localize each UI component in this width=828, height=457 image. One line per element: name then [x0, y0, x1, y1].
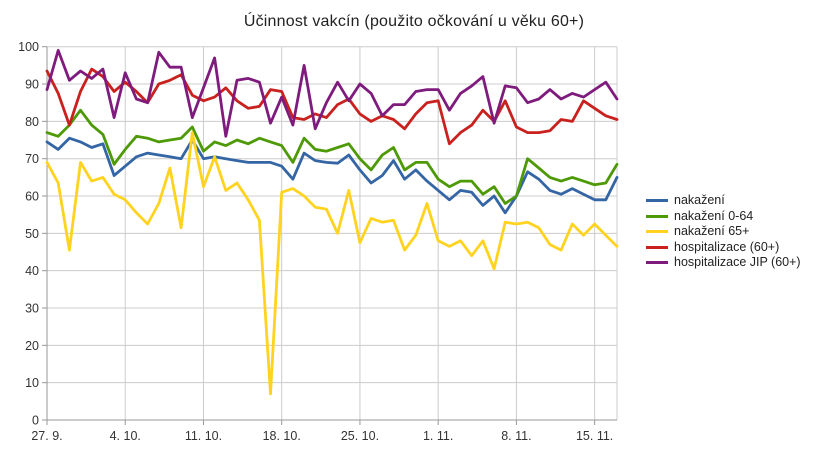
legend-swatch: [646, 245, 668, 249]
legend-label: hospitalizace JIP (60+): [674, 255, 801, 269]
legend-label: nakažení 65+: [674, 224, 750, 238]
series-line: [45, 108, 619, 205]
y-tick-label: 30: [25, 302, 39, 316]
legend-label: nakažení: [674, 193, 725, 207]
x-tick-label: 1. 11.: [423, 429, 453, 443]
y-tick-label: 80: [25, 115, 39, 129]
legend-swatch: [646, 230, 668, 234]
legend-label: hospitalizace (60+): [674, 239, 780, 254]
y-tick-label: 70: [25, 152, 39, 166]
legend-item: hospitalizace JIP (60+): [646, 255, 801, 271]
y-tick-label: 50: [25, 227, 39, 241]
x-tick-label: 11. 10.: [185, 429, 222, 443]
y-tick-label: 90: [25, 78, 39, 92]
legend-swatch: [646, 199, 668, 203]
x-tick-label: 8. 11.: [501, 429, 531, 443]
x-tick-label: 4. 10.: [110, 429, 141, 443]
y-tick-label: 10: [25, 376, 39, 390]
y-tick-label: 100: [18, 40, 39, 54]
y-tick-label: 60: [25, 190, 39, 204]
legend-item: nakažení 65+: [646, 224, 801, 240]
legend-item: nakažení 0-64: [646, 209, 801, 225]
legend-swatch: [646, 214, 668, 218]
x-tick-label: 18. 10.: [263, 429, 301, 443]
legend-label: nakažení 0-64: [674, 208, 754, 223]
series-line: [45, 49, 619, 138]
series-line: [45, 136, 619, 215]
series-line: [45, 67, 619, 146]
legend-swatch: [646, 261, 668, 265]
series-line: [45, 131, 619, 396]
y-tick-label: 20: [25, 339, 39, 353]
legend-item: nakažení: [646, 193, 801, 209]
legend: nakažení nakažení 0-64 nakažení 65+ hospita…: [646, 193, 801, 271]
x-tick-label: 27. 9.: [31, 429, 62, 443]
y-tick-label: 0: [32, 414, 39, 428]
x-tick-label: 25. 10.: [341, 429, 379, 443]
chart-title: Účinnost vakcín (použito očkování u věku…: [243, 13, 585, 30]
legend-item: hospitalizace (60+): [646, 240, 801, 256]
x-tick-label: 15. 11.: [576, 429, 613, 443]
y-tick-label: 40: [25, 264, 39, 278]
